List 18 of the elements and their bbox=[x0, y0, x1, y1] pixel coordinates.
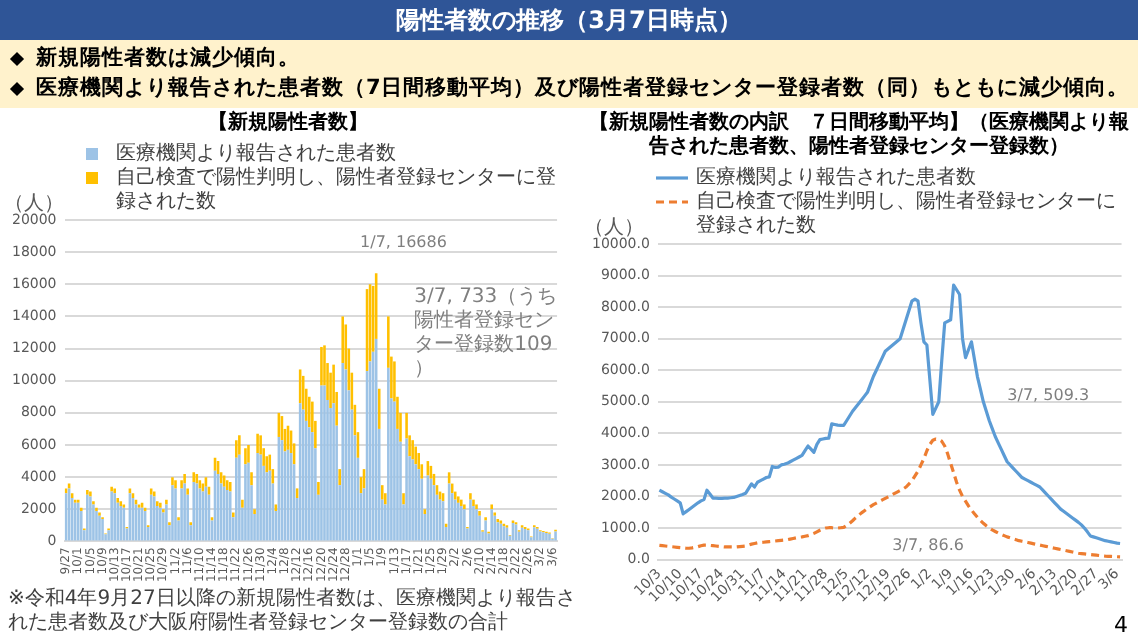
legend-label: 自己検査で陽性判明し、陽性者登録センターに登録された数 bbox=[116, 165, 556, 214]
text: 医療機関より報告された患者数（7日間移動平均）及び陽性者登録センター登録者数（同）もともに減少傾向。 bbox=[36, 76, 1129, 100]
legend-label: 医療機関より報告された患者数 bbox=[696, 165, 976, 190]
legend-label: 医療機関より報告された患者数 bbox=[116, 141, 396, 166]
text: 陽性者数の推移（3月7日時点） bbox=[0, 0, 1138, 40]
y-axis-title: （人） bbox=[584, 217, 644, 240]
legend-label: 自己検査で陽性判明し、陽性者登録センターに登録された数 bbox=[696, 189, 1116, 238]
line-series bbox=[657, 437, 1122, 559]
annotation: 3/7, 86.6 bbox=[892, 535, 964, 554]
text: 新規陽性者数は減少傾向。 bbox=[36, 46, 300, 70]
chart-title: 【新規陽性者数の内訳 ７日間移動平均】（医療機関より報告された患者数、陽性者登録センター登録数） bbox=[587, 112, 1131, 160]
chart-title: 【新規陽性者数】 bbox=[206, 112, 370, 136]
annotation: 3/7, 509.3 bbox=[1007, 385, 1090, 404]
annotation: 1/7, 16686 bbox=[360, 232, 447, 251]
text: 4 bbox=[1114, 612, 1128, 638]
annotation: 3/7, 733（うち陽性者登録センター登録数109） bbox=[414, 286, 558, 381]
y-axis-title: （人） bbox=[4, 193, 64, 216]
text: ※令和4年9月27日以降の新規陽性者数は、医療機関より報告された患者数及び大阪府陽性者登録センター登録数の合計 bbox=[6, 588, 576, 636]
